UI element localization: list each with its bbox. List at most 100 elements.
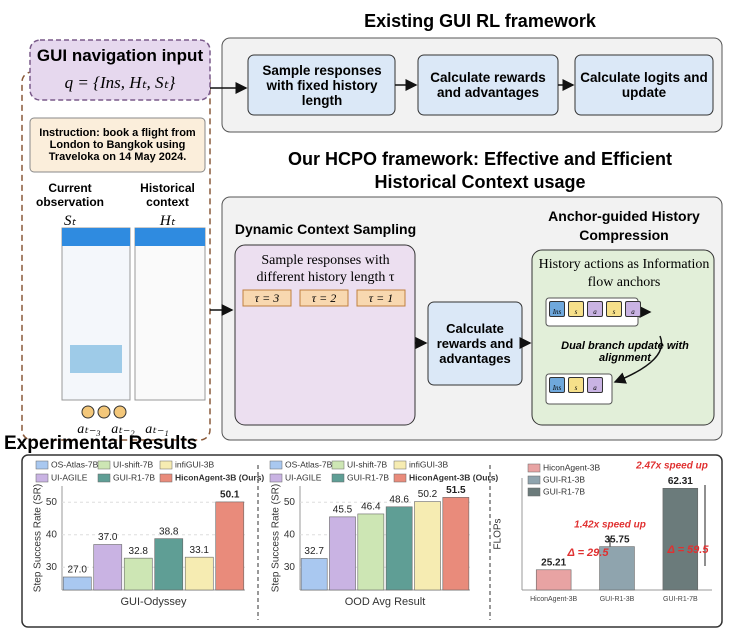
legend-swatch	[97, 460, 111, 470]
value-label: 45.5	[333, 505, 353, 516]
compression-text: History actions as Information flow anch…	[538, 257, 710, 290]
x-axis-label: GUI-Odyssey	[120, 596, 187, 608]
legend-label: GUI-R1-7B	[113, 472, 155, 482]
legend-swatch	[527, 463, 541, 473]
history-symbol: Hₜ	[159, 212, 176, 229]
tau: τ = 1	[368, 290, 394, 305]
token: a	[587, 377, 603, 393]
legend-label: HiconAgent-3B	[543, 462, 601, 472]
y-axis-label: FLOPs	[493, 518, 504, 549]
value-label: 27.0	[68, 565, 88, 576]
legend-label: OS-Atlas-7B	[51, 459, 99, 469]
value-label: 35.75	[604, 534, 629, 545]
tau: τ = 3	[254, 290, 280, 305]
legend-swatch	[35, 473, 49, 483]
legend-swatch	[331, 473, 345, 483]
token: a	[587, 301, 603, 317]
value-label: 50.1	[220, 490, 240, 501]
token: a	[625, 301, 641, 317]
legend-label: OS-Atlas-7B	[285, 459, 333, 469]
legend-swatch	[331, 460, 345, 470]
bar	[123, 557, 153, 591]
x-tick-label: GUI-R1-7B	[663, 596, 698, 603]
x-axis-label: OOD Avg Result	[345, 596, 426, 608]
action: aₜ₋₂	[111, 421, 135, 437]
bar	[154, 538, 184, 591]
bar	[414, 501, 441, 591]
legend-label: infiGUI-3B	[175, 459, 215, 469]
value-label: 51.5	[446, 485, 466, 496]
y-tick-label: 30	[284, 562, 296, 573]
legend-swatch	[269, 460, 283, 470]
current-symbol: Sₜ	[64, 212, 76, 229]
legend-swatch	[393, 473, 407, 483]
instruction-box	[29, 117, 206, 173]
y-axis-label: Step Success Rate (SR)	[271, 484, 282, 592]
y-tick-label: 40	[46, 529, 58, 540]
annotation: 1.42x speed up	[574, 520, 646, 531]
value-label: 50.2	[418, 489, 438, 500]
action: aₜ₋₁	[145, 421, 169, 437]
bar	[93, 544, 123, 591]
value-label: 32.7	[304, 546, 324, 557]
sampling-title: Dynamic Context Sampling	[234, 221, 417, 237]
legend-swatch	[393, 460, 407, 470]
hcpo-title: Our HCPO framework: Effective and Effici…	[287, 149, 673, 192]
bar	[215, 501, 245, 591]
input-title: GUI navigation input	[36, 46, 204, 65]
input-box	[29, 39, 211, 101]
history-label: Historical context	[140, 181, 195, 209]
value-label: 48.6	[389, 494, 409, 505]
value-label: 25.21	[541, 557, 566, 568]
step: Sample responses with fixed history leng…	[262, 62, 382, 108]
token: s	[568, 301, 584, 317]
step: Calculate rewards and advantages	[430, 70, 546, 100]
value-label: 38.8	[159, 526, 179, 537]
legend-label: UI-shift-7B	[347, 459, 387, 469]
compression-title: Anchor-guided History Compression	[548, 208, 700, 243]
step: Calculate logits and update	[580, 70, 708, 100]
bar	[599, 546, 635, 591]
bar	[662, 487, 699, 591]
tokens: Ins s a	[549, 377, 603, 393]
value-label: 32.8	[129, 546, 149, 557]
bar	[300, 558, 328, 591]
current-label: Current observation	[35, 181, 104, 209]
y-tick-label: 50	[284, 497, 296, 508]
bar	[442, 497, 470, 591]
token: s	[568, 377, 584, 393]
y-tick-label: 30	[46, 562, 58, 573]
input-formula: q = {Ins, Hₜ, Sₜ}	[64, 73, 176, 92]
legend-swatch	[527, 475, 541, 485]
token: Ins	[549, 301, 565, 317]
value-label: 33.1	[190, 545, 210, 556]
compression-update: Dual branch update with alignment	[561, 340, 689, 364]
results-title: Experimental Results	[4, 433, 198, 454]
legend-label: GUI-R1-3B	[543, 474, 585, 484]
legend-label: UI-shift-7B	[113, 459, 153, 469]
instruction: Instruction: book a flight from London t…	[39, 127, 196, 163]
legend-swatch	[527, 487, 541, 497]
x-tick-label: GUI-R1-3B	[600, 596, 635, 603]
value-label: 46.4	[361, 502, 381, 513]
legend-swatch	[269, 473, 283, 483]
legend-swatch	[159, 473, 173, 483]
results-frame	[21, 454, 723, 628]
action: aₜ₋₃	[77, 421, 101, 437]
sampling-text: Sample responses with different history …	[256, 253, 395, 285]
tau: τ = 2	[311, 290, 337, 305]
legend-swatch	[159, 460, 173, 470]
value-label: 62.31	[668, 476, 693, 487]
existing-title: Existing GUI RL framework	[364, 10, 596, 31]
tokens: Ins s a s a	[549, 301, 641, 317]
x-tick-label: HiconAgent-3B	[530, 596, 577, 603]
step-box	[574, 54, 714, 116]
legend-label: UI-AGILE	[51, 472, 88, 482]
legend-label: GUI-R1-7B	[543, 486, 585, 496]
legend-swatch	[97, 473, 111, 483]
bar	[184, 556, 214, 591]
bar	[62, 576, 92, 591]
bar	[535, 569, 572, 591]
